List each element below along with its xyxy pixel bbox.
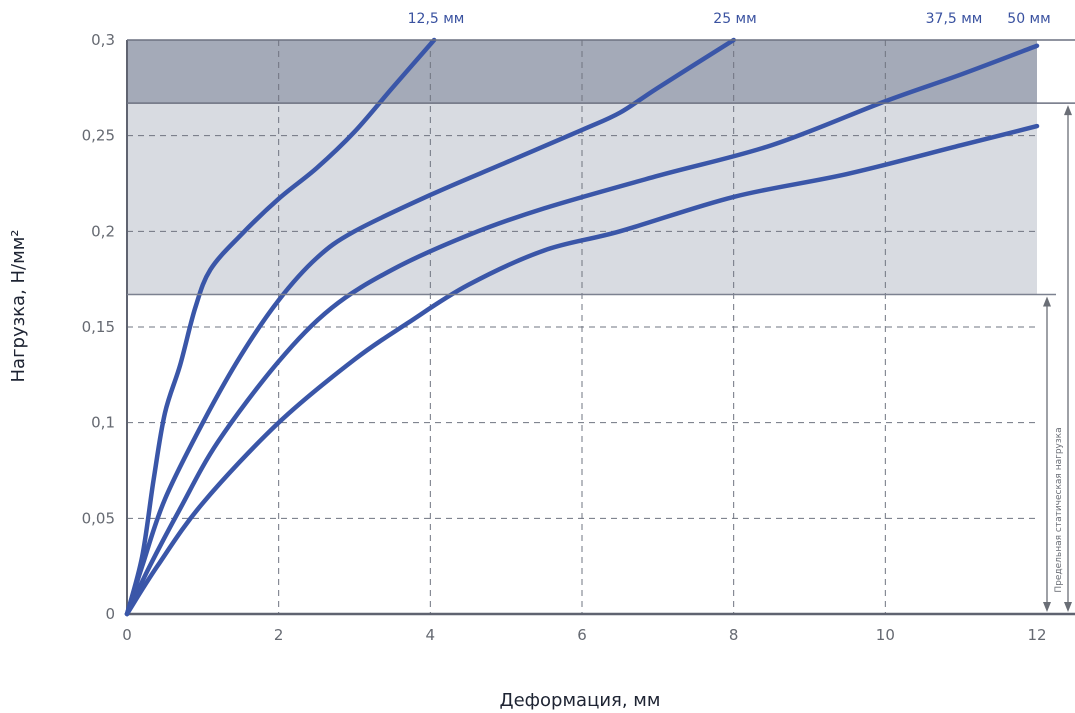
series-line-2 (124, 37, 736, 617)
y-tick-label: 0 (105, 605, 115, 623)
series-line-4 (124, 123, 1040, 617)
series-label-2: 25 мм (713, 11, 756, 27)
y-tick-label: 0,15 (82, 318, 115, 336)
y-tick-label: 0,25 (82, 127, 115, 145)
static-limit-arrow-arrow-top (1043, 296, 1051, 307)
x-tick-label: 0 (122, 626, 132, 644)
y-tick-label: 0,2 (91, 222, 115, 240)
series-label-1: 12,5 мм (408, 11, 465, 27)
y-axis-label: Нагрузка, Н/мм² (8, 230, 29, 383)
load-limit-markers: Предельная статическая нагрузка Предельна… (127, 39, 1075, 612)
series-line-3 (124, 43, 1040, 617)
dynamic-limit-arrow-arrow-top (1064, 105, 1072, 116)
series-label-4: 50 мм (1007, 11, 1050, 27)
static-limit-label: Предельная статическая нагрузка (1054, 427, 1064, 592)
x-tick-label: 8 (729, 626, 739, 644)
x-tick-label: 2 (274, 626, 284, 644)
static-limit-arrow-arrow-bottom (1043, 602, 1051, 612)
dynamic-limit-arrow (1064, 105, 1072, 612)
tick-labels: 0 2 4 6 8 10 12 0 0,05 0,1 0,15 0,2 0,25 0,3 (82, 31, 1047, 644)
x-tick-label: 4 (426, 626, 436, 644)
load-band-2 (127, 40, 1037, 104)
static-limit-arrow (1043, 296, 1051, 612)
series-labels: 12,5 мм 25 мм 37,5 мм 50 мм (408, 11, 1051, 27)
y-tick-label: 0,3 (91, 31, 115, 49)
x-tick-label: 10 (876, 626, 895, 644)
x-tick-label: 6 (577, 626, 587, 644)
y-tick-label: 0,1 (91, 414, 115, 432)
x-axis-label: Деформация, мм (500, 690, 661, 711)
axes (126, 40, 1075, 616)
dynamic-limit-arrow-arrow-bottom (1064, 602, 1072, 612)
y-tick-label: 0,05 (82, 509, 115, 527)
series-label-3: 37,5 мм (926, 11, 983, 27)
series-line-1 (124, 37, 437, 617)
series-lines (124, 37, 1040, 617)
x-tick-label: 12 (1027, 626, 1046, 644)
